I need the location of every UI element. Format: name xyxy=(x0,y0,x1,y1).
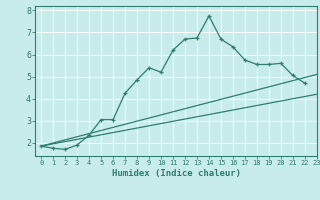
X-axis label: Humidex (Indice chaleur): Humidex (Indice chaleur) xyxy=(111,169,241,178)
